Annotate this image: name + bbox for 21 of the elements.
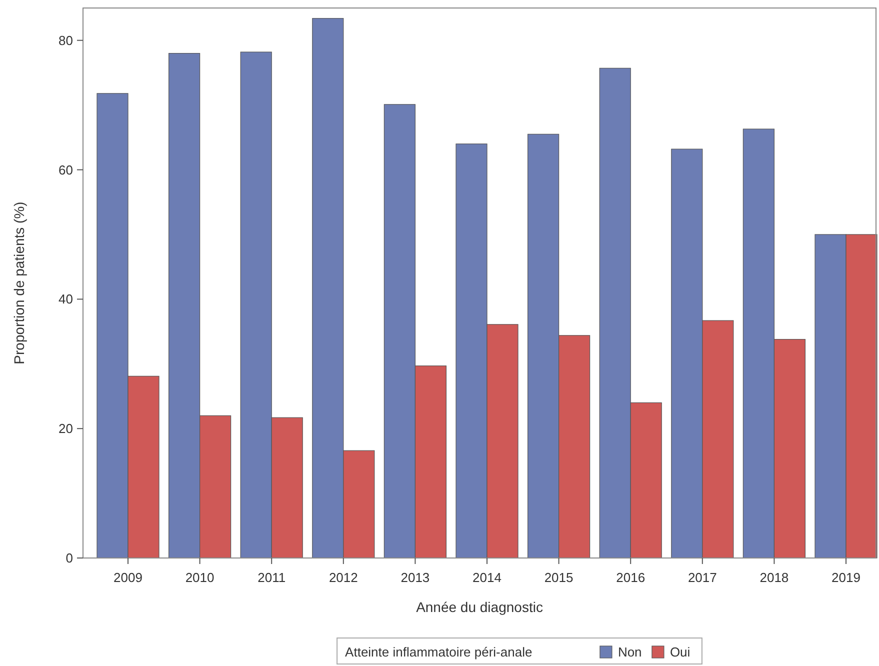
- y-tick-label: 20: [58, 421, 73, 436]
- x-tick-label: 2015: [544, 570, 574, 585]
- y-tick-label: 0: [66, 550, 73, 566]
- x-tick-label: 2009: [114, 570, 142, 585]
- y-tick-label: 60: [58, 162, 73, 178]
- x-tick-label: 2017: [688, 570, 717, 585]
- y-tick-label: 40: [58, 292, 73, 307]
- x-tick-label: 2013: [400, 570, 430, 585]
- y-axis-title: Proportion de patients (%): [11, 202, 27, 364]
- x-tick-label: 2012: [328, 570, 358, 585]
- x-tick-label: 2011: [258, 570, 286, 585]
- y-tick-label: 80: [58, 32, 73, 48]
- x-tick-label: 2014: [472, 570, 502, 585]
- legend-label: Oui: [670, 644, 690, 660]
- x-tick-label: 2019: [832, 570, 860, 585]
- legend-title: Atteinte inflammatoire péri-anale: [345, 644, 532, 660]
- x-tick-label: 2016: [616, 570, 646, 585]
- x-tick-label: 2010: [185, 570, 214, 585]
- x-axis-title: Année du diagnostic: [416, 599, 543, 615]
- x-tick-label: 2018: [760, 570, 789, 585]
- legend-label: Non: [618, 644, 642, 660]
